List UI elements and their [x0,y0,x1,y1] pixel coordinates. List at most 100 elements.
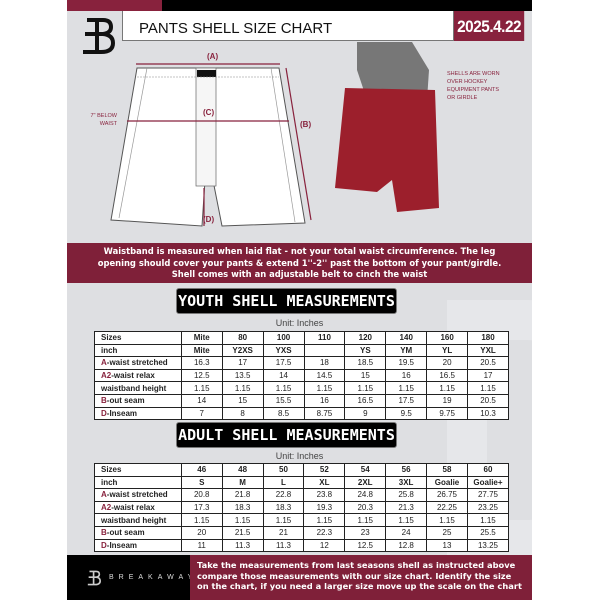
table-cell: 20 [426,356,469,370]
table-cell: 19.5 [385,356,428,370]
table-cell: 160 [426,331,469,345]
measure-name: -waist stretched [106,490,168,500]
table-cell: 9.5 [385,406,428,421]
table-cell: 12.8 [385,538,428,553]
table-cell: 20.5 [467,356,509,370]
youth-unit: Unit: Inches [275,318,324,328]
table-cell: 52 [303,463,346,477]
table-cell: 18 [303,356,346,370]
table-cell: 1.15 [221,513,264,527]
table-row: inch Mite Y2XS YXS YS YM YL YXL [94,343,509,358]
shell-note: SHELLS ARE WORN OVER HOCKEY EQUIPMENT PA… [447,70,500,102]
table-cell: 180 [467,331,509,345]
table-cell: Mite [180,331,223,345]
table-cell: 1.15 [344,381,387,395]
row-label: waistband height [94,513,182,527]
table-cell: Goalie+ [466,475,510,490]
measure-letter: A [101,490,107,500]
table-row: A-waist stretched 16.3 17 17.5 18 18.5 19.5 20 2… [94,356,509,370]
row-label: D-Inseam [94,538,182,553]
table-cell: 19 [426,393,469,408]
label-a: (A) [207,52,219,61]
table-cell: YM [385,343,428,358]
table-cell: 17 [221,356,264,370]
row-label: D-Inseam [94,406,182,421]
table-cell: 1.15 [303,513,346,527]
table-cell: 21.8 [221,488,264,502]
footer-instructions: Take the measurements from last seasons … [190,555,532,600]
table-cell: 18.5 [344,356,387,370]
table-cell: 46 [180,463,223,477]
measure-letter: D [101,408,107,418]
table-row: B-out seam 20 21.5 21 22.3 23 24 25 25.5 [94,525,510,540]
table-cell: 16.5 [344,393,387,408]
measure-name: -waist relax [111,371,155,381]
table-cell: 1.15 [385,513,428,527]
table-cell: 25.5 [466,525,510,540]
date-badge: 2025.4.22 [454,11,525,41]
info-line: Waistband is measured when laid flat - n… [103,246,496,256]
table-cell: 3XL [385,475,428,490]
table-cell: 14 [180,393,223,408]
table-cell: 16 [303,393,346,408]
table-cell: 20.5 [467,393,509,408]
table-cell: 23 [344,525,387,540]
measure-name: -Inseam [106,540,138,550]
table-cell [303,343,346,358]
youth-section-title: YOUTH SHELL MEASUREMENTS [176,288,397,314]
table-cell: YXS [262,343,305,358]
table-row: A2-waist relax 12.5 13.5 14 14.5 15 16 16.5 17 [94,368,509,383]
row-label: Sizes [94,331,182,345]
table-cell: 17 [467,368,509,383]
table-cell: 14.5 [303,368,346,383]
table-cell: 21.3 [385,500,428,515]
table-cell: S [180,475,223,490]
measure-letter: A [101,358,107,368]
row-label: inch [94,343,182,358]
table-cell: 8.75 [303,406,346,421]
pants-diagram: (A) (C) (B) (D) 7'' BELOW WAIST SHELLS A… [67,40,532,243]
table-cell: 1.15 [303,381,346,395]
youth-table: Sizes Mite 80 100 110 120 140 160 180 inch Mite Y2X… [94,331,509,421]
adult-unit: Unit: Inches [275,451,324,461]
measure-letter: A2 [101,371,112,381]
table-row: inch S M L XL 2XL 3XL Goalie Goalie+ [94,475,510,490]
table-cell: 17.5 [385,393,428,408]
table-cell: 11 [180,538,223,553]
row-label: inch [94,475,182,490]
table-cell: 13.25 [466,538,510,553]
info-line: opening should cover your pants & extend… [97,257,502,268]
measure-name: inch [101,345,118,355]
table-cell: 16 [385,368,428,383]
table-cell: 17.3 [180,500,223,515]
table-cell: 60 [466,463,510,477]
table-cell: 16.5 [426,368,469,383]
table-cell: 15 [221,393,264,408]
table-cell: 20.8 [180,488,223,502]
table-cell: 22.8 [262,488,305,502]
table-cell: 7 [180,406,223,421]
table-cell: L [262,475,305,490]
table-cell: 23.25 [466,500,510,515]
table-cell: 100 [262,331,305,345]
table-cell: 13 [426,538,468,553]
row-label: B-out seam [94,525,182,540]
note-line: OR GIRDLE [447,95,478,101]
footer-line: compare those measurements with our size… [197,570,512,581]
table-cell: 12.5 [344,538,387,553]
table-cell: 58 [426,463,468,477]
measure-letter: B [101,528,107,538]
table-cell: 20 [180,525,223,540]
table-cell: 50 [262,463,305,477]
table-cell: 1.15 [262,381,305,395]
table-row: waistband height 1.15 1.15 1.15 1.15 1.15 1.15… [94,513,510,527]
table-row: waistband height 1.15 1.15 1.15 1.15 1.15 1.15… [94,381,509,395]
table-cell: 1.15 [344,513,387,527]
table-row: D-Inseam 11 11.3 11.3 12 12.5 12.8 13 13.25 [94,538,510,553]
adult-section-title: ADULT SHELL MEASUREMENTS [176,422,397,448]
table-cell: YL [426,343,469,358]
table-row: A-waist stretched 20.8 21.8 22.8 23.8 24.8 25.… [94,488,510,502]
table-cell: 17.5 [262,356,305,370]
measure-name: Sizes [101,333,122,343]
brand-name: BREAKAWAY [109,574,198,581]
